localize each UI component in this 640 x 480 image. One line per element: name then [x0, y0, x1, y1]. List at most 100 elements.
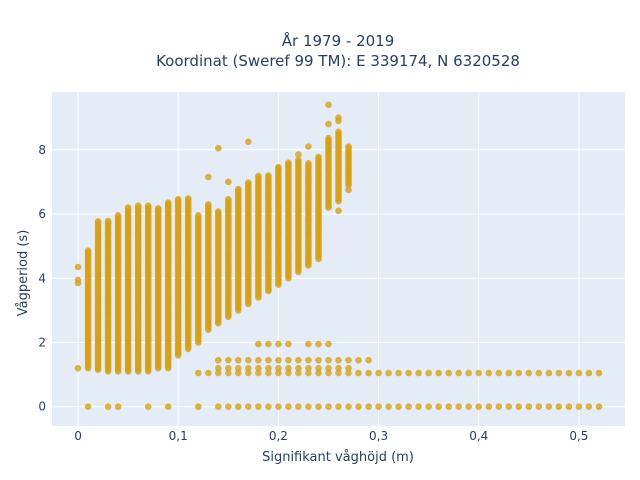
data-point [205, 369, 212, 377]
data-point [445, 369, 453, 377]
data-point [365, 356, 372, 364]
data-point [275, 356, 282, 364]
data-point [525, 403, 533, 411]
data-point [595, 403, 603, 411]
data-point [134, 202, 142, 209]
data-point [225, 178, 232, 186]
data-point [275, 369, 282, 377]
data-point [315, 364, 322, 372]
data-point [225, 369, 232, 377]
data-point [184, 195, 192, 202]
data-point [235, 356, 242, 364]
data-point [355, 369, 362, 377]
data-point [225, 356, 232, 364]
data-point [315, 403, 322, 411]
data-point [265, 356, 272, 364]
data-point [285, 356, 292, 364]
data-point [144, 202, 152, 209]
x-tick-label: 0 [74, 429, 82, 443]
x-axis-ticks: 0 0,1 0,2 0,3 0,4 0,5 [74, 429, 588, 443]
data-point [465, 403, 473, 411]
data-point [195, 403, 202, 411]
data-point [345, 356, 352, 364]
data-point [245, 356, 252, 364]
chart-subtitle: Koordinat (Sweref 99 TM): E 339174, N 63… [156, 52, 520, 70]
data-point [335, 364, 342, 372]
data-point [375, 369, 382, 377]
data-point [335, 207, 342, 215]
data-point [325, 364, 332, 372]
data-point [325, 356, 332, 364]
data-point [255, 172, 262, 180]
data-point [365, 403, 372, 411]
y-tick-label: 4 [38, 271, 46, 285]
data-point [245, 403, 252, 411]
data-point [545, 369, 553, 377]
data-point [104, 217, 112, 225]
data-point [74, 263, 82, 271]
data-point [365, 369, 372, 377]
x-tick-label: 0,4 [469, 429, 488, 443]
data-point [305, 403, 312, 411]
x-axis-title: Signifikant våghöjd (m) [262, 450, 414, 465]
x-tick-label: 0,3 [369, 429, 388, 443]
x-tick-label: 0,1 [169, 429, 188, 443]
data-point [335, 117, 342, 125]
data-point [275, 340, 282, 348]
data-point [285, 403, 292, 411]
data-point [265, 364, 272, 372]
data-point [114, 212, 122, 219]
data-point [215, 403, 222, 411]
data-point [275, 403, 282, 411]
data-point [405, 403, 412, 411]
data-point [215, 364, 222, 372]
data-point [255, 403, 262, 411]
data-point [245, 364, 252, 372]
data-point [555, 369, 563, 377]
data-point [94, 218, 102, 225]
data-point [295, 356, 302, 364]
data-point [325, 403, 332, 411]
data-point [415, 369, 422, 377]
data-point [415, 403, 422, 411]
y-axis-ticks: 0 2 4 6 8 [38, 143, 46, 414]
data-point [535, 403, 543, 411]
data-point [465, 369, 473, 377]
data-point [555, 403, 563, 411]
data-point [235, 185, 242, 193]
data-point [295, 369, 302, 377]
data-point [475, 403, 483, 411]
data-point [295, 151, 302, 158]
data-point [335, 128, 342, 136]
data-point [425, 369, 433, 377]
data-point [225, 196, 232, 203]
data-point [345, 369, 352, 377]
data-point [235, 364, 242, 372]
data-point [255, 364, 262, 372]
data-point [295, 156, 302, 164]
data-point [315, 356, 322, 364]
data-point [455, 369, 463, 377]
data-point [585, 403, 593, 411]
data-point [545, 403, 553, 411]
data-point [255, 369, 262, 377]
data-points [74, 101, 603, 411]
data-point [255, 340, 262, 348]
data-point [235, 369, 242, 377]
data-point [265, 369, 272, 377]
data-point [305, 143, 312, 150]
y-tick-label: 0 [38, 400, 46, 414]
data-point [275, 163, 282, 171]
data-point [154, 205, 162, 212]
data-point [205, 173, 212, 181]
data-point [285, 369, 292, 377]
data-point [325, 101, 332, 109]
data-point [225, 364, 232, 372]
data-point [325, 369, 332, 377]
data-point [215, 369, 222, 377]
data-point [515, 369, 523, 377]
data-point [395, 403, 402, 411]
data-point [144, 403, 152, 411]
data-point [215, 144, 222, 152]
